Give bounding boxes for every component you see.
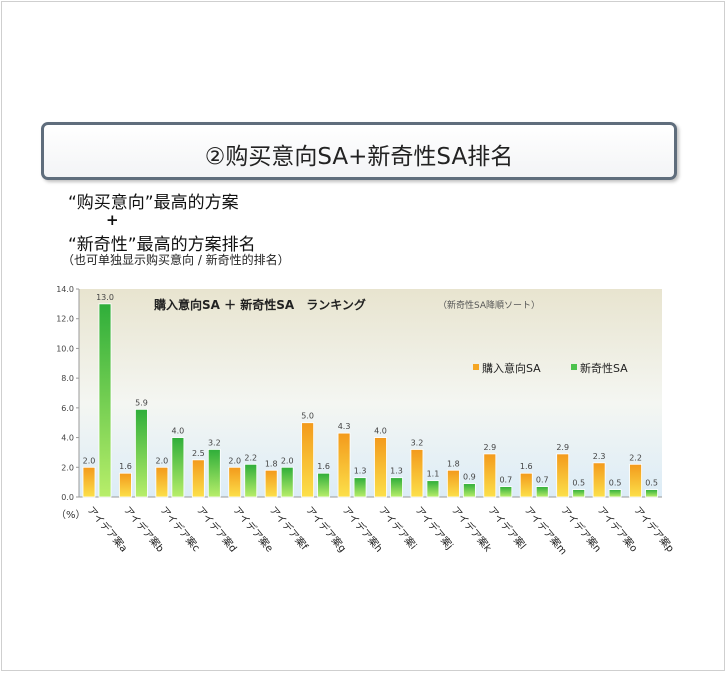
bar-value-label: 2.2 [629,453,642,462]
legend: 購入意向SA 新奇性SA [473,361,628,375]
legend-label-purchase: 購入意向SA [482,361,541,375]
bar-novelty [135,408,148,498]
bar-purchase-intent [446,469,460,498]
bar-value-label: 0.5 [645,479,658,488]
bar-novelty [244,463,258,498]
bar-novelty [426,480,440,498]
y-tick-label: 4.0 [61,434,74,443]
legend-swatch-novelty [571,364,577,370]
bar-purchase-intent [82,466,96,498]
bar-purchase-intent [155,466,169,498]
bar-novelty [499,486,513,498]
bar-novelty [207,449,221,498]
bar-value-label: 2.9 [556,443,569,452]
bar-value-label: 0.7 [499,476,512,485]
bar-value-label: 2.0 [156,456,169,465]
bar-value-label: 0.5 [609,479,622,488]
bar-value-label: 5.9 [135,398,148,407]
bar-purchase-intent [191,459,205,498]
bar-novelty [317,472,331,498]
bar-value-label: 1.1 [427,470,440,479]
bar-novelty [280,466,294,498]
bar-purchase-intent [410,449,424,498]
bar-value-label: 1.8 [265,459,278,468]
bar-value-label: 2.0 [228,456,241,465]
y-tick-label: 0.0 [61,493,74,502]
y-tick-label: 8.0 [61,374,74,383]
y-tick-label: 10.0 [56,344,74,353]
y-tick-label: 14.0 [56,285,74,294]
bar-purchase-intent [228,466,242,498]
bar-novelty [535,486,549,498]
bar-purchase-intent [483,453,497,498]
bar-value-label: 0.5 [572,479,585,488]
bar-novelty [390,477,403,498]
bar-novelty [171,437,185,498]
bar-novelty [572,489,586,498]
note-detail: （也可单独显示购买意向 / 新奇性的排名） [62,253,290,267]
plot-area [79,289,662,497]
legend-label-novelty: 新奇性SA [580,361,628,375]
bar-value-label: 3.2 [411,438,424,447]
bar-value-label: 1.6 [520,462,533,471]
bar-purchase-intent [629,463,642,498]
bar-value-label: 1.8 [447,459,460,468]
bar-novelty [608,489,622,498]
bar-novelty [353,477,367,498]
legend-swatch-purchase [473,364,479,370]
bar-value-label: 1.3 [390,467,403,476]
bar-value-label: 5.0 [301,412,314,421]
bar-value-label: 2.0 [281,456,294,465]
bar-value-label: 2.9 [483,443,496,452]
bar-novelty [645,489,658,498]
bar-value-label: 4.0 [374,427,387,436]
bar-purchase-intent [301,422,315,498]
bar-value-label: 2.5 [192,449,205,458]
chart-title: 購入意向SA ＋ 新奇性SA ランキング [153,297,366,312]
bar-value-label: 2.3 [593,452,606,461]
note-purchase-intent: “购买意向”最高的方案 [68,193,239,213]
bar-value-label: 1.6 [317,462,330,471]
title-box: ②购买意向SA+新奇性SA排名 [41,122,677,180]
bar-novelty [462,483,476,498]
y-axis-unit: （%） [56,509,86,521]
bar-purchase-intent [337,432,351,498]
bar-value-label: 4.3 [338,422,351,431]
bar-value-label: 3.2 [208,438,221,447]
bar-value-label: 13.0 [96,293,114,302]
slide-title: ②购买意向SA+新奇性SA排名 [204,144,514,170]
bar-value-label: 2.0 [83,456,96,465]
bar-value-label: 4.0 [172,427,185,436]
note-plus: + [106,211,119,229]
bar-value-label: 1.6 [119,462,132,471]
bar-purchase-intent [119,472,132,498]
y-tick-label: 2.0 [61,463,74,472]
bar-purchase-intent [374,437,387,498]
bar-value-label: 0.9 [463,473,476,482]
bar-value-label: 1.3 [354,467,367,476]
bar-purchase-intent [519,472,533,498]
bar-purchase-intent [556,453,570,498]
bar-novelty [98,303,112,498]
chart-subtitle: （新奇性SA降順ソート） [438,299,540,311]
bar-purchase-intent [592,462,606,498]
y-tick-label: 6.0 [61,404,74,413]
y-tick-label: 12.0 [56,315,74,324]
bar-purchase-intent [264,469,278,498]
note-novelty: “新奇性”最高的方案排名 [68,235,256,255]
bar-value-label: 2.2 [244,453,257,462]
bar-value-label: 0.7 [536,476,549,485]
